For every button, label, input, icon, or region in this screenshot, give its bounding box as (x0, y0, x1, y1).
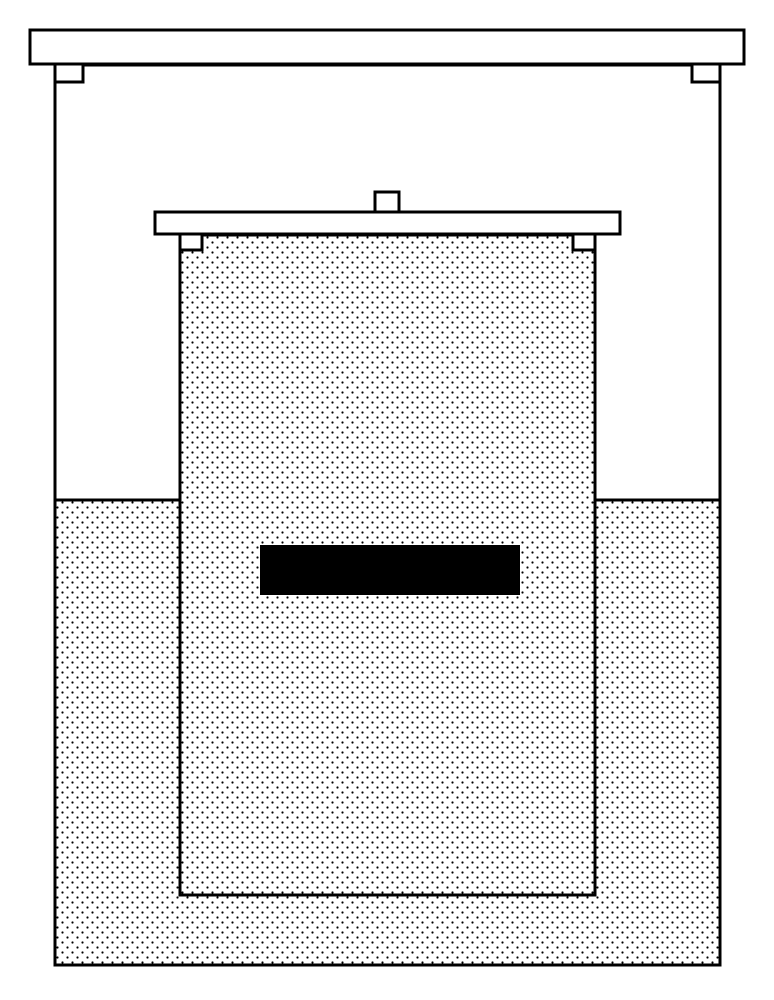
outer-lid-lip-left (55, 64, 83, 82)
inner-lid-lip-right (573, 234, 595, 250)
outer-lid-lip-right (692, 64, 720, 82)
diagram-root (0, 0, 774, 1000)
black-bar (260, 545, 520, 595)
inner-knob (375, 192, 399, 212)
outer-lid (30, 30, 744, 64)
inner-lid-lip-left (180, 234, 202, 250)
inner-lid (155, 212, 620, 234)
